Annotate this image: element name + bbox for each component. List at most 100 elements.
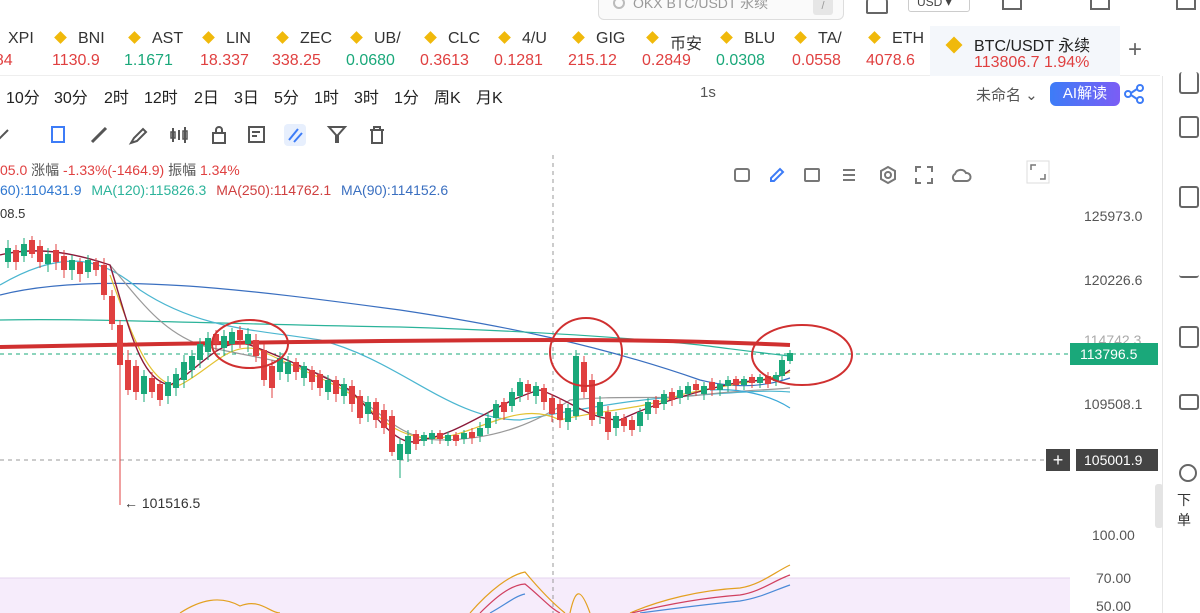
- bell-icon[interactable]: [866, 0, 888, 14]
- etf-icon[interactable]: [1179, 394, 1199, 410]
- interval-option[interactable]: 30分: [54, 90, 88, 107]
- binance-icon: [945, 36, 963, 54]
- brush-icon[interactable]: [128, 124, 150, 146]
- interval-option[interactable]: 月K: [476, 90, 503, 107]
- panel-icon[interactable]: [1179, 72, 1199, 94]
- window-restore-icon[interactable]: [1090, 0, 1110, 10]
- note-icon[interactable]: [246, 124, 268, 146]
- ticker-price: 215.12: [568, 52, 617, 69]
- annotation-circle: [549, 317, 623, 387]
- ai-interpret-button[interactable]: AI解读: [1050, 82, 1120, 106]
- currency-select[interactable]: USD ▾: [908, 0, 970, 12]
- dollar-icon[interactable]: [1179, 186, 1199, 208]
- exchange-icon[interactable]: [1179, 464, 1197, 482]
- ticker-symbol: BNI: [78, 30, 105, 47]
- ticker-price: 0.3613: [420, 52, 469, 69]
- indicator-line: [469, 564, 791, 613]
- low-price-label: ← 101516.5: [124, 495, 201, 511]
- search-icon: [613, 0, 625, 9]
- ma-legend: 60):110431.9 MA(120):115826.3 MA(250):11…: [0, 182, 454, 198]
- interval-option[interactable]: 5分: [274, 90, 299, 107]
- chart-icon[interactable]: [1179, 326, 1199, 348]
- indicator-line: [479, 574, 791, 613]
- ticker-symbol: 币安: [670, 36, 703, 53]
- lock-icon[interactable]: [208, 124, 230, 146]
- add-tab-icon[interactable]: +: [1128, 36, 1143, 63]
- binance-icon: [572, 31, 585, 44]
- active-ticker-last: 113806.7: [974, 54, 1040, 71]
- add-order-button[interactable]: +: [1046, 449, 1070, 471]
- right-sidebar: 下单: [1162, 72, 1200, 613]
- ma-line: [109, 264, 791, 441]
- interval-option[interactable]: 3时: [354, 90, 379, 107]
- search-input[interactable]: OKX BTC/USDT 永续: [633, 0, 769, 11]
- y-axis-label: 125973.0: [1084, 208, 1143, 224]
- interval-option[interactable]: 3日: [234, 90, 259, 107]
- indicator-line: [179, 599, 281, 613]
- cloud-icon[interactable]: [950, 166, 972, 184]
- ticker-price: 338.25: [272, 52, 321, 69]
- ticker-symbol: ZEC: [300, 30, 332, 47]
- interval-option[interactable]: 周K: [434, 90, 461, 107]
- interval-option[interactable]: 1时: [314, 90, 339, 107]
- download-icon[interactable]: [1002, 0, 1022, 10]
- interval-option[interactable]: 2时: [104, 90, 129, 107]
- settings-icon[interactable]: [878, 165, 898, 185]
- interval-option[interactable]: 1分: [394, 90, 419, 107]
- magnet-icon[interactable]: [284, 124, 306, 146]
- ticker-symbol: GIG: [596, 30, 626, 47]
- document-icon[interactable]: [1179, 116, 1199, 138]
- legend-amp-value: 1.34%: [199, 162, 240, 178]
- share-icon[interactable]: [1124, 84, 1144, 104]
- ticker-price: 0.0308: [716, 52, 765, 69]
- y-axis-label: 50.00: [1096, 598, 1132, 613]
- ticker-symbol: AST: [152, 30, 184, 47]
- ticker-symbol: 4/U: [522, 30, 547, 47]
- expand-icon[interactable]: [1026, 160, 1050, 184]
- filter-icon[interactable]: [326, 124, 348, 146]
- ticker-strip: XPI 084 BNI 1130.9 AST 1.1671 LIN 18.337 ZEC…: [0, 26, 1160, 76]
- binance-icon: [794, 31, 807, 44]
- pen-icon[interactable]: [768, 166, 786, 184]
- ruler-icon[interactable]: [88, 124, 110, 146]
- y-axis-label: 100.00: [1092, 527, 1135, 543]
- ticker-price: 0.1281: [494, 52, 543, 69]
- ticker-price: 1.1671: [124, 52, 173, 69]
- trend-icon[interactable]: [1179, 256, 1199, 278]
- candles-icon[interactable]: [168, 124, 190, 146]
- list-icon[interactable]: [840, 166, 858, 184]
- interval-option[interactable]: 12时: [144, 90, 178, 107]
- search-box[interactable]: OKX BTC/USDT 永续 /: [598, 0, 844, 20]
- window-close-icon[interactable]: [1176, 0, 1196, 10]
- drawing-toolbar: [0, 116, 1160, 154]
- y-axis-label: 109508.1: [1084, 396, 1143, 412]
- bookmark-icon[interactable]: [48, 124, 70, 146]
- layout-name[interactable]: 未命名 ⌄: [976, 87, 1038, 104]
- sidebar-scroll-handle[interactable]: [1155, 484, 1163, 528]
- fullscreen-icon[interactable]: [914, 165, 934, 185]
- search-shortcut: /: [813, 0, 833, 15]
- current-price-tag: 113796.5: [1070, 343, 1158, 365]
- ticker-symbol: LIN: [226, 30, 251, 47]
- y-axis-label: 70.00: [1096, 570, 1132, 586]
- ma-legend-item: MA(250):114762.1: [216, 182, 332, 198]
- line-tool-icon[interactable]: [0, 124, 16, 146]
- price-legend: 05.0 涨幅 -1.33%(-1464.9) 振幅 1.34%: [0, 160, 240, 180]
- interval-option[interactable]: 10分: [6, 90, 40, 107]
- ticker-symbol: BLU: [744, 30, 776, 47]
- ticker-price: 18.337: [200, 52, 249, 69]
- binance-icon: [424, 31, 437, 44]
- active-ticker-tab[interactable]: BTC/USDT 永续 113806.7 1.94%: [930, 26, 1120, 76]
- replay-icon[interactable]: [804, 168, 820, 182]
- candlestick-chart[interactable]: [0, 155, 1160, 613]
- layout-name-text: 未命名: [976, 87, 1022, 104]
- interval-option[interactable]: 2日: [194, 90, 219, 107]
- binance-icon: [128, 31, 141, 44]
- ticker-price: 0.0680: [346, 52, 395, 69]
- trash-icon[interactable]: [366, 124, 388, 146]
- camera-icon[interactable]: [734, 168, 750, 182]
- ticker-price: 0.0558: [792, 52, 841, 69]
- binance-icon: [868, 31, 881, 44]
- order-label[interactable]: 下单: [1177, 492, 1191, 528]
- second-interval[interactable]: 1s: [700, 84, 716, 101]
